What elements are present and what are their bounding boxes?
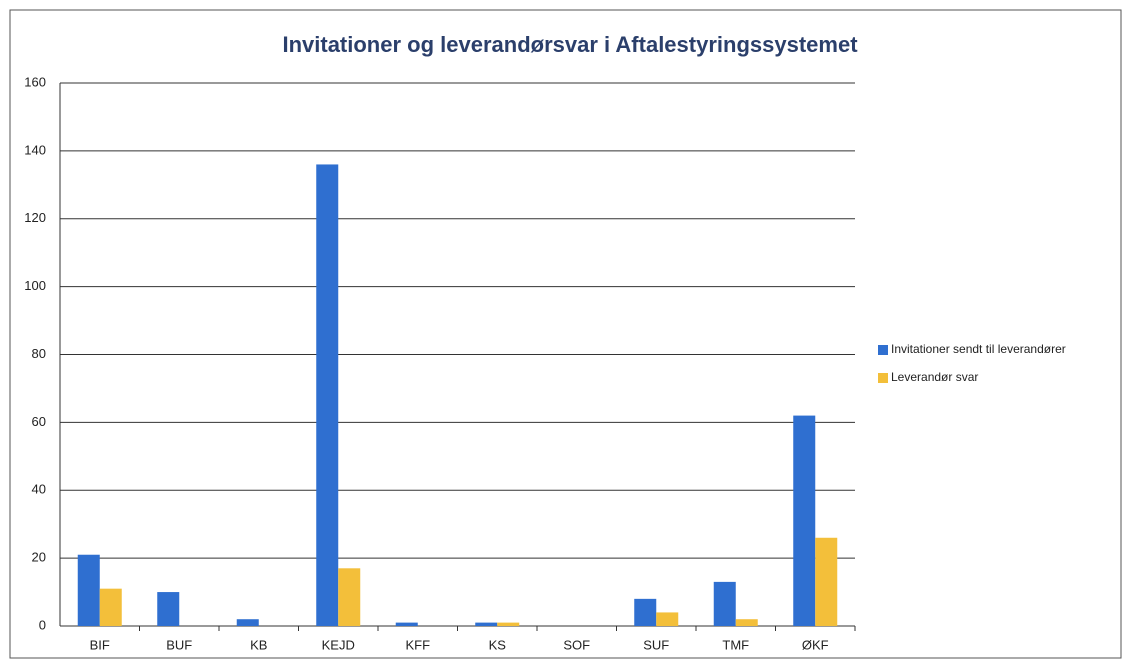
x-tick-label: KEJD	[322, 637, 355, 652]
legend-label: Invitationer sendt til leverandører	[891, 342, 1066, 356]
x-tick-label: TMF	[722, 637, 749, 652]
bar	[634, 598, 657, 626]
bar	[316, 164, 339, 626]
y-tick-label: 140	[24, 142, 46, 157]
legend-label: Leverandør svar	[891, 370, 978, 384]
legend-swatch	[878, 345, 888, 355]
bar	[793, 415, 816, 626]
bar	[99, 588, 122, 626]
y-tick-label: 20	[32, 550, 46, 565]
x-tick-label: ØKF	[802, 637, 829, 652]
x-tick-label: SUF	[643, 637, 669, 652]
bar	[735, 619, 758, 626]
bar	[236, 619, 259, 626]
x-tick-label: BUF	[166, 637, 192, 652]
bar	[713, 581, 736, 626]
bar	[77, 554, 100, 626]
bar	[497, 622, 520, 626]
chart-title: Invitationer og leverandørsvar i Aftales…	[282, 32, 858, 57]
x-tick-label: SOF	[563, 637, 590, 652]
x-tick-label: BIF	[90, 637, 110, 652]
y-tick-label: 60	[32, 414, 46, 429]
x-tick-label: KFF	[405, 637, 430, 652]
bar	[338, 568, 361, 626]
bar	[656, 612, 679, 626]
legend-swatch	[878, 373, 888, 383]
y-tick-label: 0	[39, 617, 46, 632]
x-tick-label: KS	[489, 637, 507, 652]
y-tick-label: 120	[24, 210, 46, 225]
y-tick-label: 80	[32, 346, 46, 361]
bar	[815, 537, 838, 626]
bar	[475, 622, 498, 626]
y-tick-label: 100	[24, 278, 46, 293]
bar	[157, 592, 180, 626]
y-tick-label: 40	[32, 482, 46, 497]
chart-frame	[9, 9, 1122, 659]
bar	[395, 622, 418, 626]
x-tick-label: KB	[250, 637, 267, 652]
y-tick-label: 160	[24, 74, 46, 89]
